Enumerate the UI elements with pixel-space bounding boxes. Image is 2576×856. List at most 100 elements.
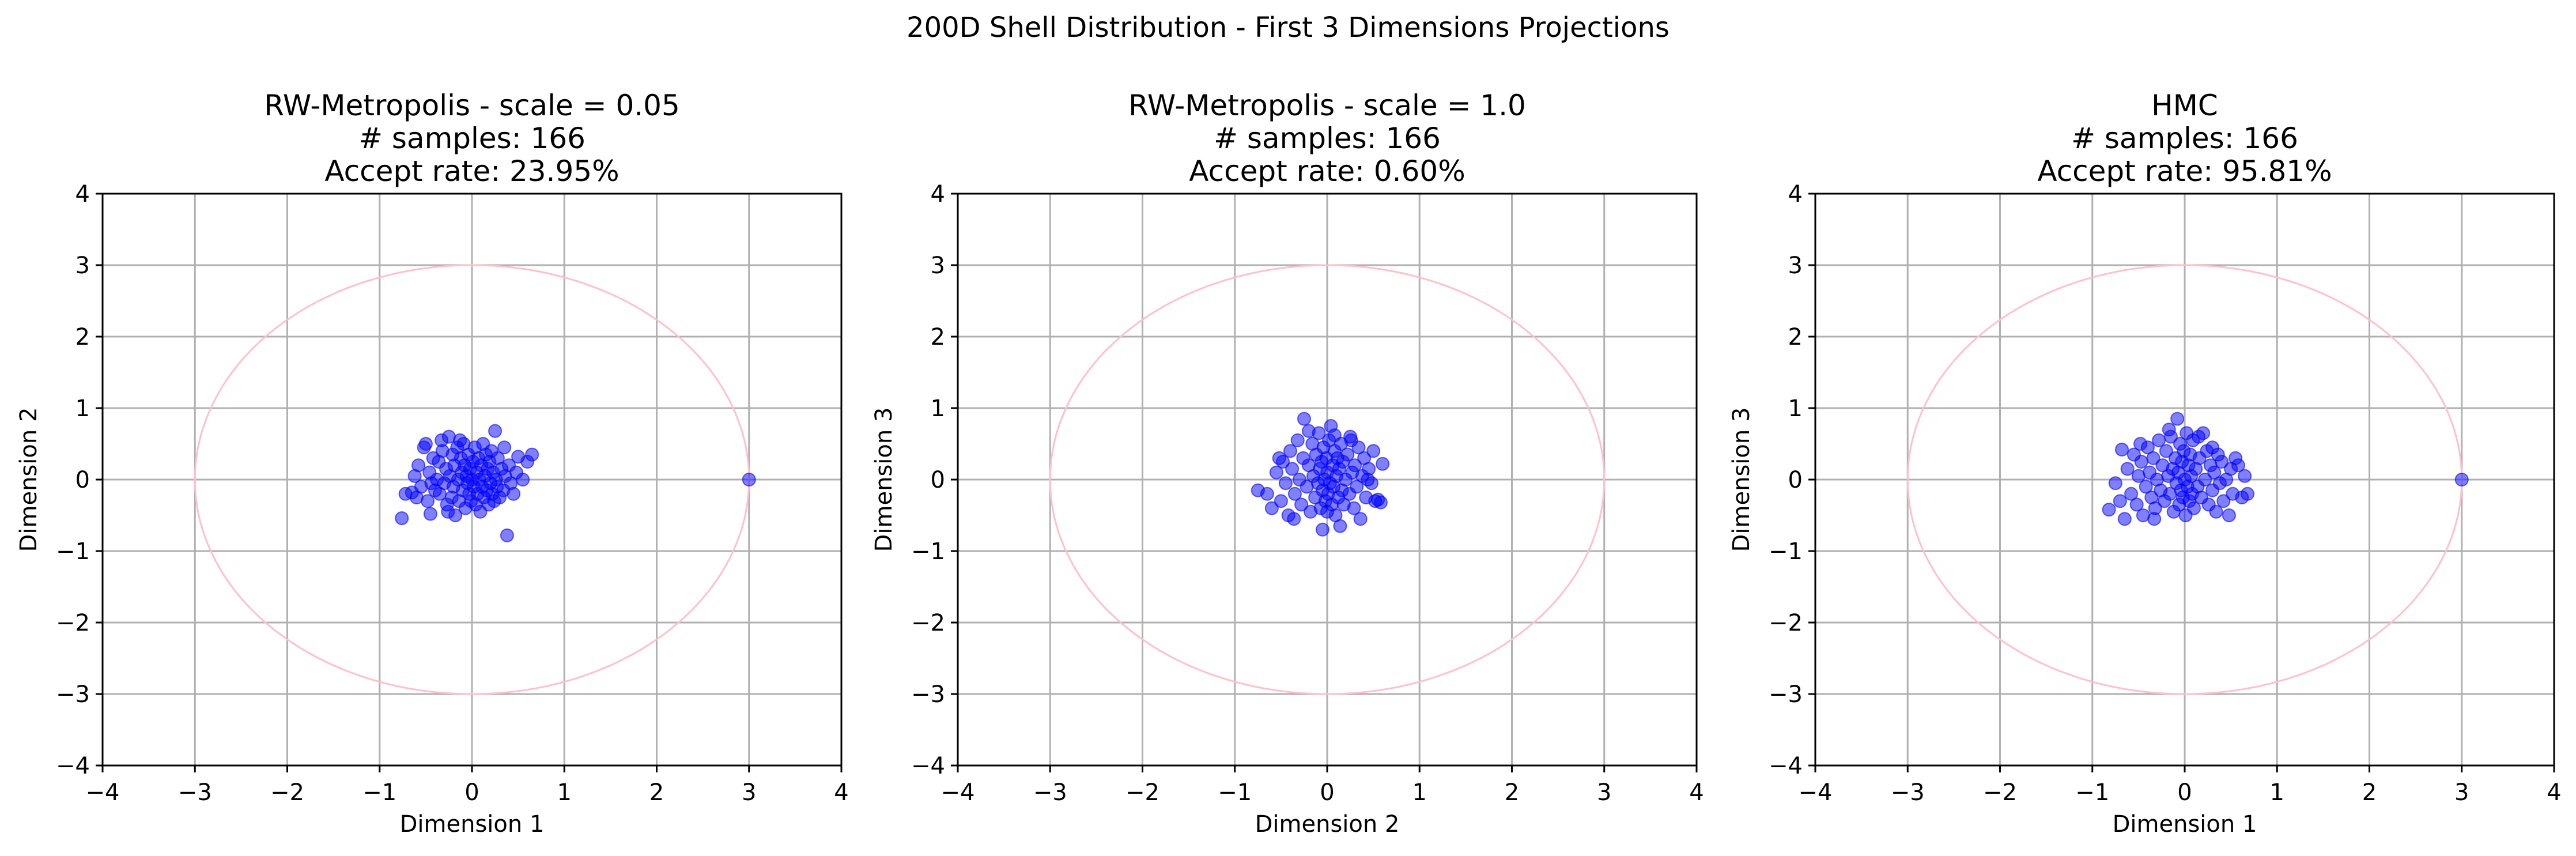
scatter-point (441, 504, 455, 519)
y-tick-label: 2 (931, 324, 945, 350)
scatter-point (497, 440, 512, 455)
scatter-point (1269, 465, 1283, 480)
x-tick-label: −3 (1891, 779, 1925, 806)
x-tick-label: 1 (2270, 779, 2284, 806)
scatter-point (2152, 433, 2166, 447)
scatter-point (1315, 522, 1329, 537)
y-tick-label: 4 (931, 181, 945, 208)
x-tick-label: −4 (1799, 779, 1833, 806)
x-tick-label: −2 (270, 779, 304, 806)
y-tick-label: −1 (911, 538, 945, 565)
scatter-point (2115, 442, 2129, 457)
x-tick-label: 2 (649, 779, 664, 806)
scatter-point (1287, 512, 1301, 526)
figure-suptitle: 200D Shell Distribution - First 3 Dimens… (906, 12, 1670, 44)
x-tick-label: 1 (1412, 779, 1427, 806)
y-tick-label: 1 (75, 395, 90, 422)
y-tick-label: 4 (1788, 181, 1803, 208)
subplot-1: RW-Metropolis - scale = 0.05# samples: 1… (16, 89, 849, 838)
x-tick-label: 0 (2177, 779, 2192, 806)
scatter-point (2139, 480, 2153, 494)
scatter-point (2198, 473, 2212, 487)
x-axis-label: Dimension 1 (400, 811, 545, 838)
subplot-title-line: RW-Metropolis - scale = 1.0 (1128, 89, 1526, 122)
x-tick-label: −1 (2075, 779, 2109, 806)
scatter-point (1373, 495, 1388, 510)
x-tick-label: −2 (1983, 779, 2017, 806)
y-tick-label: 1 (931, 395, 945, 422)
scatter-point (1290, 433, 1305, 447)
scatter-point (1376, 457, 1390, 471)
scatter-point (2215, 455, 2229, 469)
x-tick-label: 2 (2362, 779, 2377, 806)
x-axis-label: Dimension 1 (2113, 811, 2257, 838)
scatter-point (1348, 458, 1362, 473)
scatter-point (1272, 451, 1286, 465)
x-tick-label: −1 (1218, 779, 1252, 806)
scatter-point (1340, 447, 1355, 462)
scatter-point (424, 476, 439, 491)
x-tick-label: 4 (2547, 779, 2561, 806)
scatter-point (1344, 433, 1358, 447)
y-tick-label: −4 (56, 753, 90, 779)
subplot-title-line: # samples: 166 (2071, 122, 2298, 155)
x-tick-label: 3 (742, 779, 756, 806)
y-tick-label: 3 (75, 252, 90, 279)
x-tick-label: 4 (834, 779, 848, 806)
x-axis-label: Dimension 2 (1255, 811, 1400, 838)
subplot-2: RW-Metropolis - scale = 1.0# samples: 16… (871, 89, 1704, 838)
scatter-point (2113, 494, 2127, 508)
scatter-point (453, 433, 467, 447)
y-tick-label: −3 (1769, 681, 1803, 708)
subplot-title-line: Accept rate: 23.95% (324, 154, 619, 188)
y-tick-label: −4 (1769, 753, 1803, 779)
scatter-point (525, 447, 539, 462)
scatter-point (2162, 423, 2176, 437)
x-tick-label: 2 (1505, 779, 1519, 806)
scatter-point (1260, 487, 1274, 501)
scatter-point (1264, 501, 1279, 515)
y-tick-label: 2 (1788, 324, 1803, 350)
scatter-point (2238, 469, 2252, 483)
x-tick-label: 0 (1320, 779, 1334, 806)
x-tick-label: 3 (2454, 779, 2469, 806)
scatter-point (1347, 501, 1361, 515)
scatter-point (421, 494, 435, 508)
scatter-point (2222, 508, 2236, 522)
x-tick-label: 0 (464, 779, 479, 806)
y-tick-label: 0 (1788, 467, 1803, 493)
scatter-point (2454, 473, 2469, 487)
scatter-point (516, 473, 530, 487)
scatter-point (1327, 428, 1342, 443)
subplot-title-line: HMC (2151, 89, 2218, 122)
scatter-point (2133, 437, 2148, 451)
scatter-point (2134, 455, 2148, 469)
y-tick-label: −1 (1769, 538, 1803, 565)
scatter-point (2159, 444, 2173, 458)
scatter-point (1301, 424, 1316, 438)
scatter-point (507, 487, 521, 501)
y-tick-label: 0 (931, 467, 945, 493)
scatter-point (2209, 504, 2223, 519)
y-tick-label: −3 (911, 681, 945, 708)
scatter-point (423, 507, 437, 521)
y-axis-label: Dimension 2 (16, 408, 42, 552)
y-tick-label: −3 (56, 681, 90, 708)
shell-circle (1049, 264, 1606, 695)
x-tick-label: 4 (1689, 779, 1704, 806)
scatter-point (2205, 440, 2220, 455)
scatter-point (2108, 476, 2122, 491)
scatter-point (1353, 512, 1368, 526)
scatter-point (500, 528, 514, 542)
scatter-point (1361, 473, 1375, 487)
scatter-point (418, 437, 433, 451)
scatter-point (2124, 487, 2139, 501)
x-tick-label: 3 (1597, 779, 1611, 806)
y-axis-label: Dimension 3 (871, 408, 897, 552)
scatter-point (2170, 412, 2185, 426)
x-tick-label: −4 (86, 779, 120, 806)
scatter-point (2240, 487, 2254, 501)
scatter-point (2129, 497, 2144, 512)
